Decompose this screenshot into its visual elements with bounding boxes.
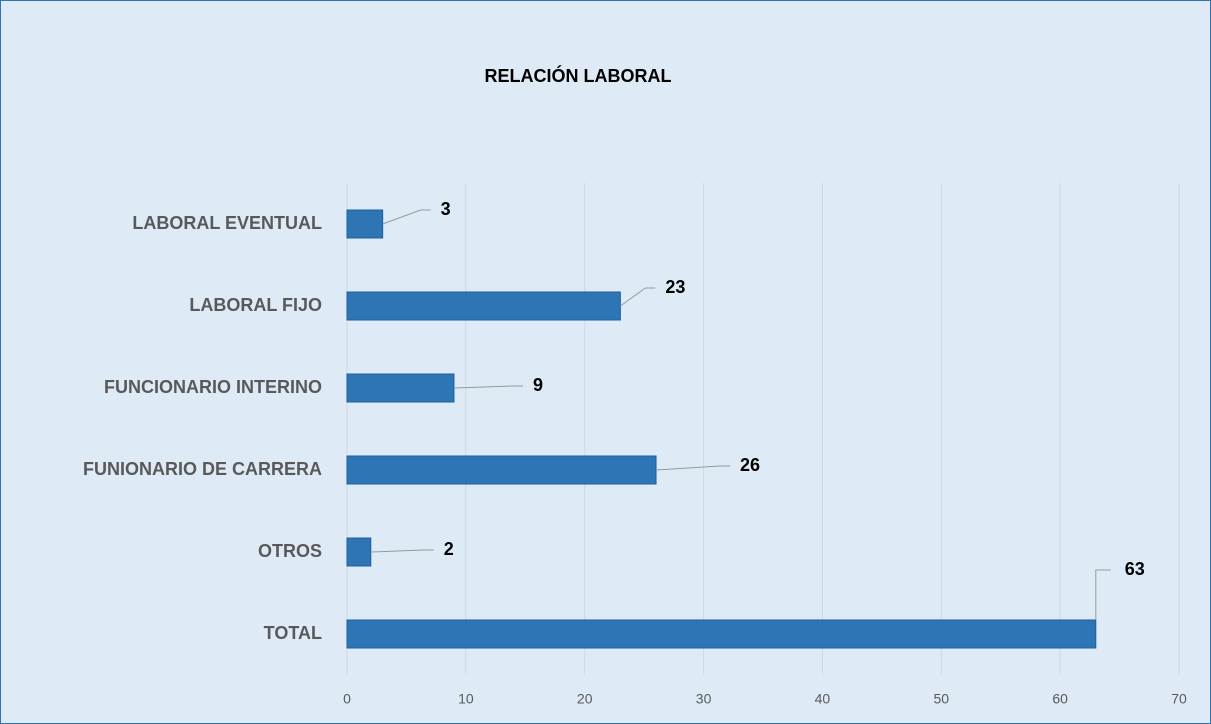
x-tick-label: 70 (1171, 691, 1187, 707)
bar (346, 619, 1097, 649)
data-label: 63 (1125, 559, 1145, 579)
leader-line (453, 385, 523, 389)
bar (346, 373, 455, 403)
y-tick-label: TOTAL (264, 623, 322, 643)
leader-line (370, 549, 434, 553)
y-tick-label: LABORAL EVENTUAL (132, 213, 322, 233)
x-tick-label: 0 (343, 691, 351, 707)
y-tick-label: LABORAL FIJO (189, 295, 322, 315)
y-tick-label: OTROS (258, 541, 322, 561)
leader-line (655, 465, 731, 471)
data-label: 2 (444, 539, 454, 559)
x-tick-label: 40 (815, 691, 831, 707)
leader-line (620, 287, 656, 307)
y-tick-label: FUNIONARIO DE CARRERA (83, 459, 322, 479)
x-tick-label: 50 (933, 691, 949, 707)
x-tick-label: 60 (1052, 691, 1068, 707)
data-label: 23 (665, 277, 685, 297)
y-tick-label: FUNCIONARIO INTERINO (104, 377, 322, 397)
data-label: 3 (441, 199, 451, 219)
data-label: 26 (740, 455, 760, 475)
bar (346, 209, 384, 239)
leader-line (1095, 569, 1111, 620)
leader-line (382, 209, 431, 225)
bar (346, 537, 372, 567)
x-tick-label: 30 (696, 691, 712, 707)
data-label: 9 (533, 375, 543, 395)
x-tick-label: 10 (458, 691, 474, 707)
bar (346, 291, 621, 321)
x-tick-label: 20 (577, 691, 593, 707)
bar (346, 455, 657, 485)
chart-title: RELACIÓN LABORAL (485, 65, 672, 86)
